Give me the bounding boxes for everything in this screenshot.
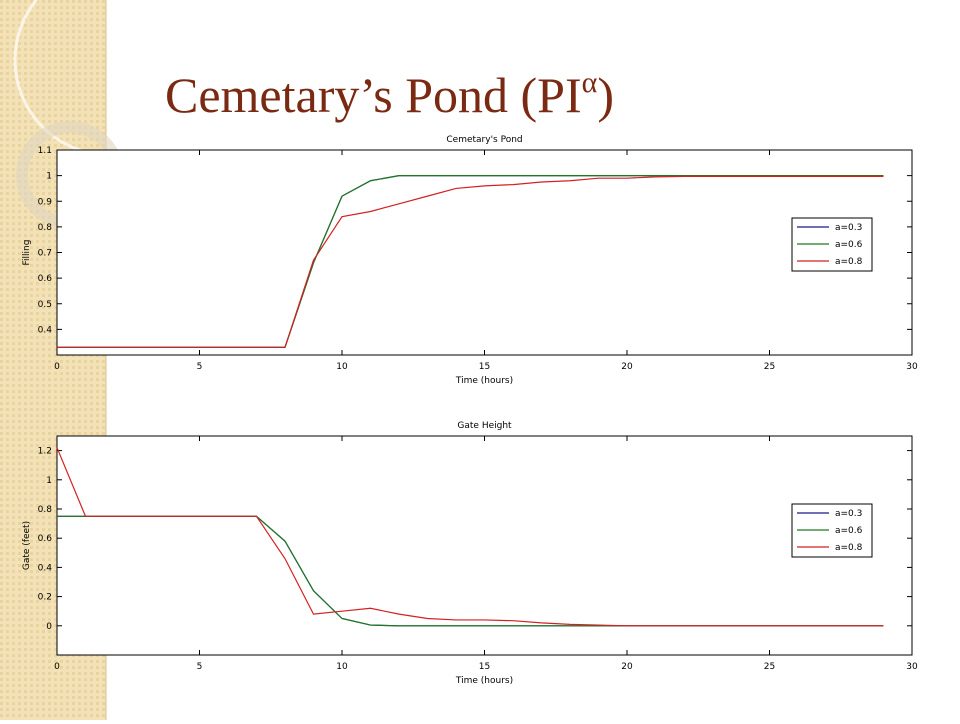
plot-area [56,435,913,656]
series-line [56,447,884,627]
chart-title: Gate Height [457,421,512,431]
legend-label: a=0.6 [835,526,863,536]
x-tick-label: 30 [906,662,918,672]
x-tick-label: 0 [54,362,60,372]
title-main: Cemetary’s Pond (PI [165,67,582,123]
x-tick-label: 20 [621,362,633,372]
legend-label: a=0.8 [835,543,863,553]
y-tick-label: 0.9 [38,197,53,207]
chart-title: Cemetary's Pond [446,135,522,145]
x-tick-label: 25 [764,662,775,672]
plot-area [56,149,913,356]
x-axis-label: Time (hours) [455,376,513,386]
y-tick-label: 1 [46,172,52,182]
legend-label: a=0.3 [835,509,862,519]
y-tick-label: 1 [46,476,52,486]
x-tick-label: 5 [197,662,203,672]
x-tick-label: 25 [764,362,775,372]
y-tick-label: 0.6 [38,534,53,544]
title-sup: α [582,66,598,99]
y-tick-label: 0.6 [38,274,53,284]
y-axis-label: Filling [22,240,32,266]
legend-label: a=0.6 [835,240,863,250]
series-line [57,175,884,348]
legend-label: a=0.3 [835,223,862,233]
y-tick-label: 0.7 [38,249,52,259]
y-tick-label: 0.8 [38,223,53,233]
x-tick-label: 20 [621,662,633,672]
y-tick-label: 1.1 [38,146,52,156]
x-tick-label: 15 [479,662,490,672]
legend-label: a=0.8 [835,257,863,267]
y-axis-label: Gate (feet) [22,521,32,570]
y-tick-label: 0.4 [38,563,53,573]
x-tick-label: 10 [336,662,348,672]
y-tick-label: 1.2 [38,447,52,457]
x-tick-label: 30 [906,362,918,372]
x-tick-label: 5 [197,362,203,372]
x-tick-label: 10 [336,362,348,372]
y-tick-label: 0.4 [38,325,53,335]
x-axis-label: Time (hours) [455,676,513,686]
slide-title: Cemetary’s Pond (PIα) [165,66,614,123]
title-end: ) [597,67,614,123]
y-tick-label: 0.5 [38,300,52,310]
y-tick-label: 0.8 [38,505,53,515]
y-tick-label: 0.2 [38,593,52,603]
x-tick-label: 15 [479,362,490,372]
y-tick-label: 0 [46,622,52,632]
x-tick-label: 0 [54,662,60,672]
